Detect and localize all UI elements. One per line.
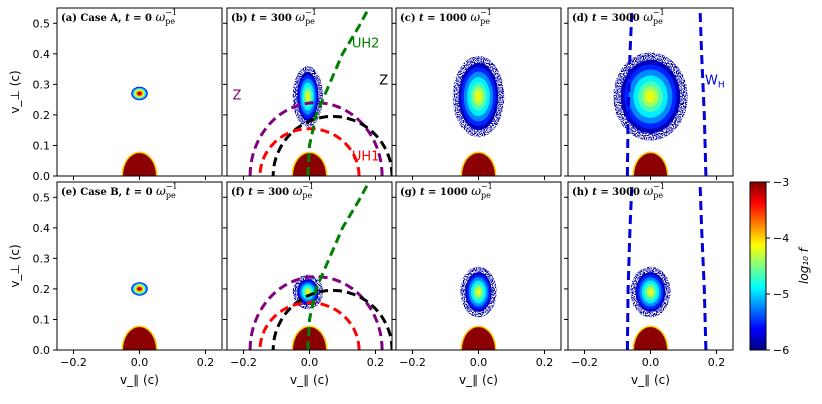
beam-contour: [138, 287, 141, 290]
y-tick-label: 0.5: [33, 191, 51, 204]
y-tick-label: 0.0: [33, 170, 51, 183]
curve-label: Z: [232, 89, 241, 104]
core-distribution: [462, 327, 495, 350]
resonance-curve: [625, 8, 634, 176]
panel-h: (h) t = 3000 ωpe−1 −0.2 0.0 0.2 v_∥ (c): [564, 181, 734, 387]
y-tick-label: 0.5: [33, 17, 51, 30]
y-tick-label: 0.4: [33, 48, 51, 61]
panel-label: (e) Case B, t = 0 ωpe−1: [61, 182, 178, 200]
panel-e: (e) Case B, t = 0 ωpe−1 −0.2 0.0 0.2 0.0 0.1 0…: [8, 181, 223, 387]
core-distribution: [462, 153, 495, 176]
resonance-curve: [258, 301, 361, 350]
y-tick-label: 0.3: [33, 252, 51, 265]
resonance-curve: [306, 8, 371, 176]
x-axis-label: v_∥ (c): [120, 373, 159, 387]
beam-contour: [476, 288, 481, 296]
beam-contour: [645, 90, 656, 103]
panel-label: (d) t = 3000 ωpe−1: [572, 8, 665, 26]
beam-contour: [306, 289, 310, 295]
colorbar-tick-label: −4: [773, 232, 789, 245]
colorbar-tick-label: −5: [773, 288, 789, 301]
x-tick-label: 0.0: [131, 356, 149, 369]
x-axis-label: v_∥ (c): [290, 373, 329, 387]
curve-label: Z: [379, 73, 388, 88]
x-tick-label: 0.2: [708, 356, 726, 369]
plot-background: [227, 182, 392, 350]
beam-contour: [475, 91, 482, 102]
resonance-curve: [271, 114, 392, 176]
panel-g: (g) t = 1000 ωpe−1 −0.2 0.0 0.2 v_∥ (c): [392, 181, 562, 387]
resonance-curve: [698, 8, 708, 176]
x-tick-label: −0.2: [571, 356, 598, 369]
panel-label: (h) t = 3000 ωpe−1: [572, 182, 665, 200]
curve-label: UH2: [352, 37, 380, 52]
x-tick-label: −0.2: [230, 356, 257, 369]
panel-c: (c) t = 1000 ωpe−1: [392, 7, 562, 180]
y-tick-label: 0.2: [33, 283, 51, 296]
resonance-curve: [625, 182, 634, 350]
x-axis-label: v_∥ (c): [459, 373, 498, 387]
beam-contour: [138, 92, 141, 95]
colorbar-tick-label: −6: [773, 344, 789, 357]
x-tick-label: 0.2: [536, 356, 554, 369]
x-tick-label: −0.2: [60, 356, 87, 369]
core-distribution: [293, 153, 326, 176]
y-tick-label: 0.3: [33, 78, 51, 91]
panel-d: WH(d) t = 3000 ωpe−1: [564, 7, 734, 180]
x-tick-label: 0.2: [197, 356, 215, 369]
colorbar: −6 −5 −4 −3 log₁₀ f: [749, 176, 811, 357]
core-distribution: [123, 153, 156, 176]
y-tick-label: 0.1: [33, 139, 51, 152]
beam-contour: [306, 92, 310, 101]
beam-contour: [648, 288, 653, 296]
y-axis-label: v_⊥ (c): [8, 70, 22, 113]
resonance-curve: [698, 182, 708, 350]
core-distribution: [634, 153, 667, 176]
curve-label: UH1: [352, 150, 380, 165]
colorbar-gradient: [749, 181, 767, 351]
core-distribution: [634, 327, 667, 350]
resonance-curve: [258, 127, 361, 176]
panel-b: UH2 Z Z UH1 (b) t = 300 ωpe−1: [223, 7, 393, 180]
colorbar-tick-label: −3: [773, 176, 789, 189]
x-tick-label: 0.0: [642, 356, 660, 369]
panel-label: (g) t = 1000 ωpe−1: [400, 182, 493, 200]
core-distribution: [293, 327, 326, 350]
x-tick-label: −0.2: [399, 356, 426, 369]
y-tick-label: 0.0: [33, 344, 51, 357]
x-axis-label: v_∥ (c): [631, 373, 670, 387]
y-tick-label: 0.1: [33, 313, 51, 326]
panel-a: (a) Case A, t = 0 ωpe−1 0.0 0.1 0.2 0.3 0.4 0.…: [8, 7, 223, 183]
core-distribution: [123, 327, 156, 350]
plot-background: [568, 182, 733, 350]
x-tick-label: 0.2: [367, 356, 385, 369]
y-tick-label: 0.2: [33, 109, 51, 122]
colorbar-label: log₁₀ f: [797, 246, 811, 284]
x-tick-label: 0.0: [301, 356, 319, 369]
plot-background: [396, 182, 561, 350]
plot-background: [57, 182, 222, 350]
panel-label: (c) t = 1000 ωpe−1: [400, 8, 492, 26]
panel-label: (a) Case A, t = 0 ωpe−1: [61, 8, 177, 26]
y-tick-label: 0.4: [33, 222, 51, 235]
panel-label: (b) t = 300 ωpe−1: [231, 8, 317, 26]
y-axis-label: v_⊥ (c): [8, 244, 22, 287]
resonance-curve: [306, 182, 371, 350]
x-tick-label: 0.0: [470, 356, 488, 369]
resonance-curve: [271, 288, 392, 350]
panel-label: (f) t = 300 ωpe−1: [231, 182, 314, 200]
panel-f: (f) t = 300 ωpe−1 −0.2 0.0 0.2 v_∥ (c): [223, 181, 393, 387]
